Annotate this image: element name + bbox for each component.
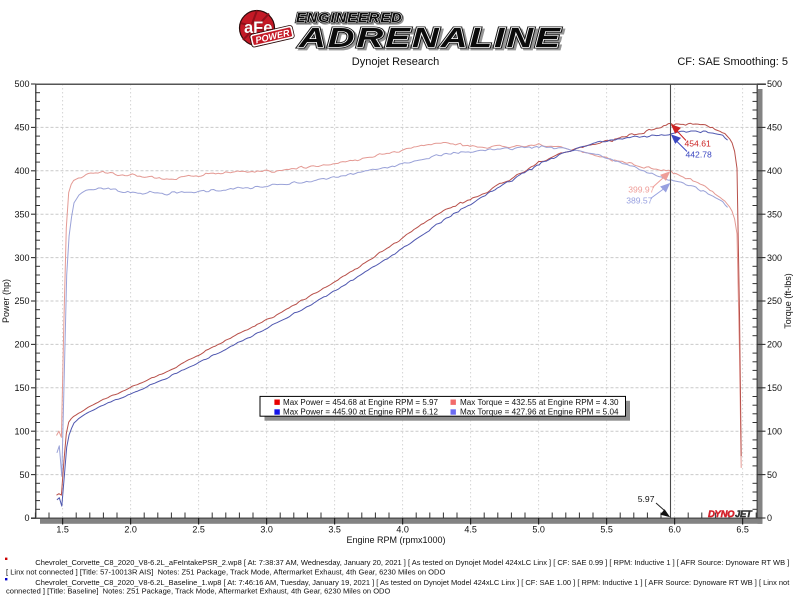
svg-text:200: 200	[14, 340, 29, 350]
svg-text:350: 350	[767, 209, 782, 219]
svg-text:Max Torque = 427.96 at Engine: Max Torque = 427.96 at Engine RPM = 5.04	[460, 408, 619, 417]
svg-text:50: 50	[19, 470, 29, 480]
svg-text:400: 400	[767, 166, 782, 176]
svg-text:500: 500	[14, 79, 29, 89]
svg-text:Dynojet Research: Dynojet Research	[352, 56, 439, 68]
svg-text:100: 100	[767, 426, 782, 436]
svg-text:442.78: 442.78	[686, 150, 713, 160]
svg-text:®: ®	[272, 12, 277, 19]
svg-text:ADRENALINE: ADRENALINE	[298, 21, 562, 53]
svg-text:3.0: 3.0	[260, 525, 273, 535]
svg-text:Max Torque = 432.55 at Engine: Max Torque = 432.55 at Engine RPM = 4.30	[460, 398, 619, 407]
svg-text:350: 350	[14, 209, 29, 219]
svg-text:Power (hp): Power (hp)	[1, 279, 11, 323]
svg-text:JET: JET	[735, 509, 753, 520]
svg-text:400: 400	[14, 166, 29, 176]
svg-text:Chevrolet_Corvette_C8_2020_V8-: Chevrolet_Corvette_C8_2020_V8-6.2L_Basel…	[35, 578, 790, 587]
svg-text:Chevrolet_Corvette_C8_2020_V8-: Chevrolet_Corvette_C8_2020_V8-6.2L_aFeIn…	[35, 558, 789, 567]
svg-text:250: 250	[14, 296, 29, 306]
svg-text:ADRENALINE: ADRENALINE	[300, 24, 564, 56]
svg-text:[ Linx not connected ] [Title:: [ Linx not connected ] [Title: 57-10013R…	[6, 567, 445, 576]
svg-text:500: 500	[767, 79, 782, 89]
svg-text:250: 250	[767, 296, 782, 306]
svg-text:5.0: 5.0	[532, 525, 545, 535]
svg-text:300: 300	[767, 253, 782, 263]
svg-text:0: 0	[24, 513, 29, 523]
svg-text:50: 50	[767, 470, 777, 480]
svg-text:Torque (ft-lbs): Torque (ft-lbs)	[783, 273, 793, 329]
svg-text:200: 200	[767, 340, 782, 350]
svg-text:1.5: 1.5	[56, 525, 69, 535]
svg-text:399.97: 399.97	[628, 185, 655, 195]
svg-text:ENGINEERED: ENGINEERED	[296, 10, 402, 25]
svg-text:450: 450	[767, 123, 782, 133]
svg-text:ENGINEERED: ENGINEERED	[298, 11, 404, 26]
svg-text:CF: SAE Smoothing: 5: CF: SAE Smoothing: 5	[677, 56, 788, 68]
svg-text:150: 150	[767, 383, 782, 393]
svg-text:ENGINEERED: ENGINEERED	[296, 10, 402, 25]
svg-text:300: 300	[14, 253, 29, 263]
svg-text:DYNO: DYNO	[708, 509, 735, 520]
svg-text:2.5: 2.5	[192, 525, 205, 535]
svg-text:Max Power = 454.68 at Engine R: Max Power = 454.68 at Engine RPM = 5.97	[283, 398, 439, 407]
svg-text:150: 150	[14, 383, 29, 393]
svg-text:389.57: 389.57	[626, 196, 653, 206]
svg-text:6.5: 6.5	[736, 525, 749, 535]
svg-text:5.97: 5.97	[638, 494, 655, 504]
svg-text:2.0: 2.0	[124, 525, 137, 535]
svg-text:4.0: 4.0	[396, 525, 409, 535]
svg-text:100: 100	[14, 426, 29, 436]
svg-text:0: 0	[767, 513, 772, 523]
svg-text:4.5: 4.5	[464, 525, 477, 535]
svg-text:Max Power = 445.90 at Engine R: Max Power = 445.90 at Engine RPM = 6.12	[283, 408, 439, 417]
svg-text:Engine RPM (rpmx1000): Engine RPM (rpmx1000)	[346, 535, 445, 545]
svg-text:ADRENALINE: ADRENALINE	[298, 21, 562, 53]
svg-text:6.0: 6.0	[668, 525, 681, 535]
svg-text:450: 450	[14, 123, 29, 133]
svg-text:454.61: 454.61	[685, 139, 712, 149]
svg-text:5.5: 5.5	[600, 525, 613, 535]
svg-text:3.5: 3.5	[328, 525, 341, 535]
svg-text:connected ] [Title: Baseline]: connected ] [Title: Baseline] Notes: Z51…	[6, 587, 391, 596]
